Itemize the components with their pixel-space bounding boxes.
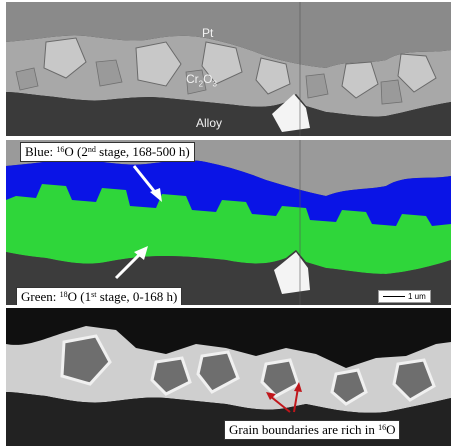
sem-cross-section-image bbox=[6, 2, 451, 136]
green-label-prefix: Green: bbox=[21, 289, 60, 304]
scale-bar: 1 um bbox=[378, 290, 431, 303]
caption-text: Grain boundaries are rich in bbox=[229, 422, 379, 437]
green-label-tail: stage, 0-168 h) bbox=[96, 289, 178, 304]
alloy-layer-label: Alloy bbox=[196, 116, 223, 130]
green-label-ordinal: st bbox=[91, 290, 97, 299]
oxide-label-sub2: 3 bbox=[212, 79, 217, 89]
blue-label-prefix: Blue: bbox=[25, 144, 57, 159]
oxide-label-tail: O bbox=[203, 72, 213, 86]
green-label-isotope: 18 bbox=[59, 290, 68, 299]
isotope-map-panel: Blue: 16O (2nd stage, 168-500 h) Green: … bbox=[6, 140, 451, 305]
grain-boundary-panel: Grain boundaries are rich in 16O bbox=[6, 308, 451, 446]
blue-label-tail: stage, 168-500 h) bbox=[95, 144, 190, 159]
green-stage-label: Green: 18O (1st stage, 0-168 h) bbox=[16, 287, 183, 305]
blue-label-mid: O (2 bbox=[64, 144, 88, 159]
green-label-mid: O (1 bbox=[67, 289, 92, 304]
grain-boundary-caption: Grain boundaries are rich in 16O bbox=[224, 420, 401, 440]
caption-isotope: 16 bbox=[378, 423, 387, 432]
pt-layer-label: Pt bbox=[202, 26, 214, 40]
blue-label-ordinal: nd bbox=[87, 145, 96, 154]
isotope-map-image bbox=[6, 140, 451, 305]
scale-bar-label: 1 um bbox=[408, 292, 426, 301]
sem-cross-section-panel: Pt Cr2O3 Alloy bbox=[6, 2, 451, 136]
oxide-label-main: Cr bbox=[186, 72, 199, 86]
blue-stage-label: Blue: 16O (2nd stage, 168-500 h) bbox=[20, 142, 195, 162]
blue-label-isotope: 16 bbox=[56, 145, 65, 154]
oxide-layer-label: Cr2O3 bbox=[186, 72, 217, 88]
oxide-label-sub: 2 bbox=[198, 79, 204, 89]
caption-tail: O bbox=[386, 422, 396, 437]
